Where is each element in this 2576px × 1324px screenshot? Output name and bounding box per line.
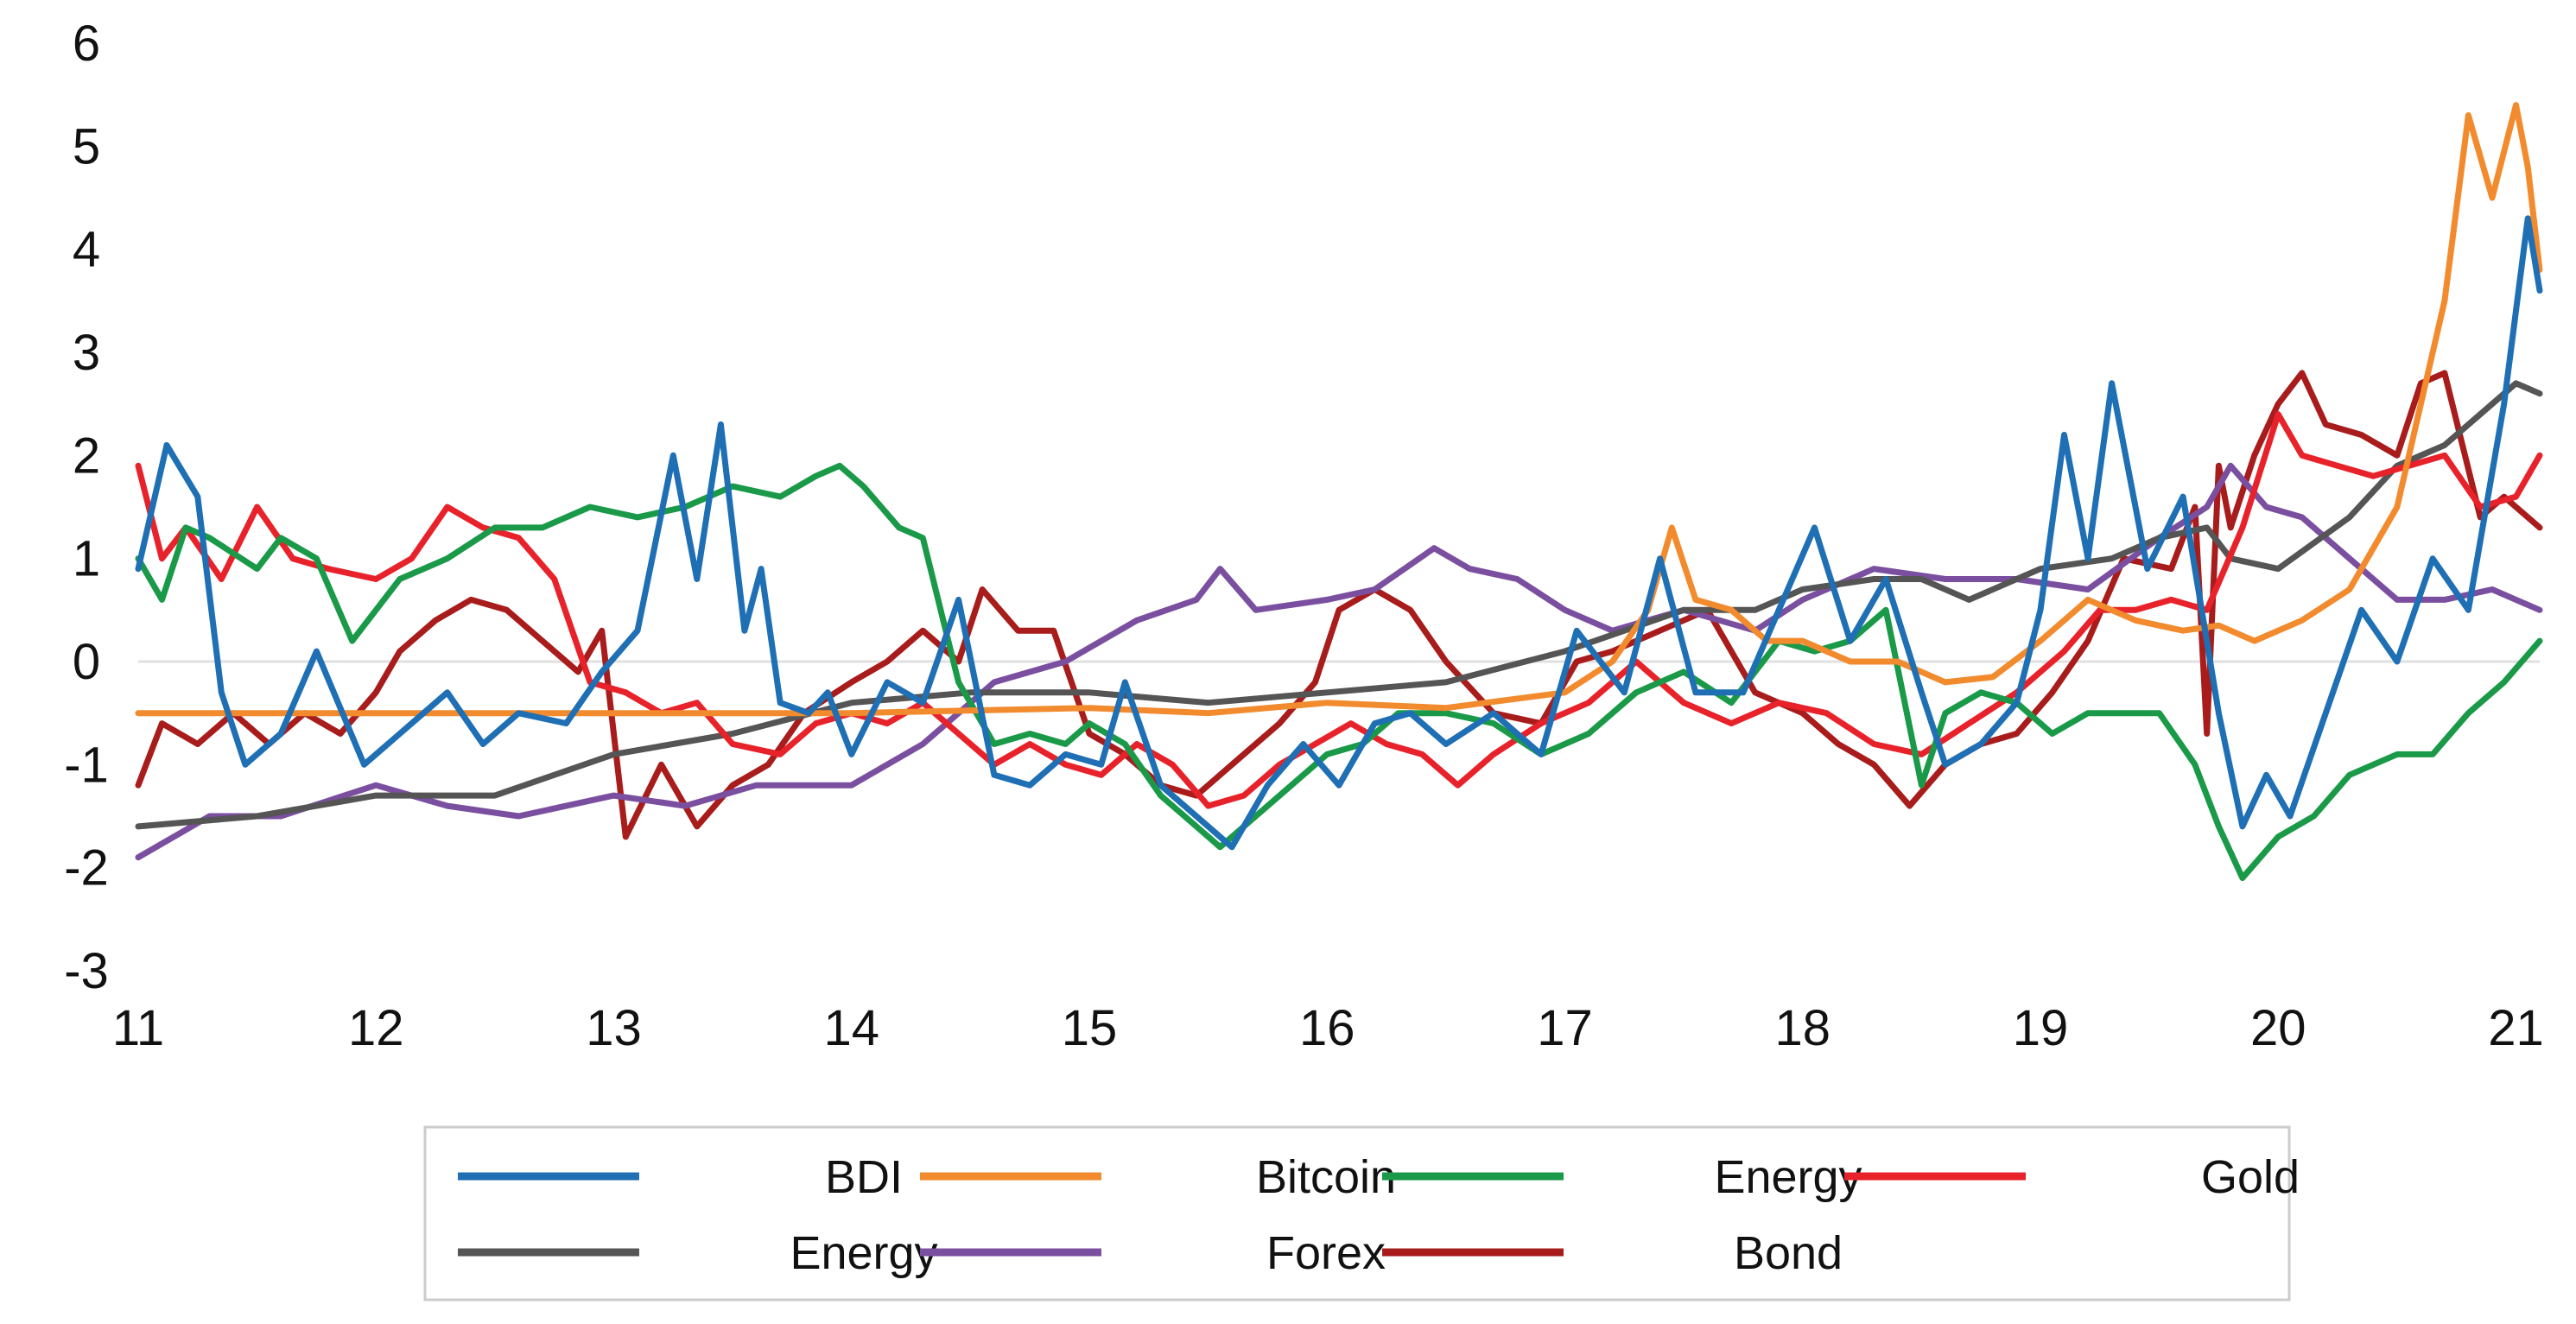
- y-axis-ticks: 6 5 4 3 2 1 0 -1 -2 -3: [64, 16, 109, 999]
- x-tick-label: 21: [2488, 1000, 2544, 1056]
- x-tick-label: 12: [348, 1000, 404, 1056]
- y-tick-label: -2: [64, 840, 109, 896]
- legend-box: [423, 1125, 2291, 1302]
- x-axis-ticks: 11 12 13 14 15 16 17 18 19 20 21: [112, 1000, 2544, 1056]
- series-line-bdi: [135, 215, 2543, 851]
- series-line-energy: [135, 380, 2543, 830]
- legend-label: Forex: [1266, 1227, 1386, 1279]
- x-tick-label: 15: [1062, 1000, 1118, 1056]
- y-tick-label: 0: [73, 634, 100, 690]
- y-tick-label: 4: [73, 222, 100, 278]
- series-line-energy: [135, 462, 2543, 882]
- x-tick-label: 18: [1774, 1000, 1830, 1056]
- x-tick-label: 13: [586, 1000, 642, 1056]
- y-tick-label: 2: [73, 428, 100, 484]
- x-tick-label: 19: [2013, 1000, 2069, 1056]
- series-line-forex: [135, 462, 2543, 861]
- y-tick-label: 1: [73, 531, 100, 587]
- x-tick-label: 16: [1299, 1000, 1355, 1056]
- legend-label: Gold: [2201, 1151, 2300, 1203]
- y-tick-label: 5: [73, 118, 100, 174]
- y-tick-label: -3: [64, 943, 109, 999]
- y-tick-label: 6: [73, 16, 100, 72]
- legend-label: Energy: [790, 1227, 937, 1279]
- series-line-gold: [135, 411, 2543, 809]
- series-group: [135, 102, 2543, 882]
- series-line-bond: [135, 370, 2543, 840]
- legend-label: BDI: [825, 1151, 903, 1203]
- y-tick-label: -1: [64, 737, 109, 793]
- x-tick-label: 17: [1537, 1000, 1593, 1056]
- x-tick-label: 20: [2250, 1000, 2306, 1056]
- legend-label: Energy: [1714, 1151, 1862, 1203]
- legend-label: Bitcoin: [1256, 1151, 1396, 1203]
- legend-label: Bond: [1734, 1227, 1843, 1279]
- x-tick-label: 14: [823, 1000, 879, 1056]
- x-tick-label: 11: [112, 1000, 164, 1056]
- y-tick-label: 3: [73, 325, 100, 381]
- series-line-bitcoin: [135, 102, 2543, 717]
- legend: BDI Bitcoin Energy Gold Energy Forex Bond: [458, 1151, 2300, 1279]
